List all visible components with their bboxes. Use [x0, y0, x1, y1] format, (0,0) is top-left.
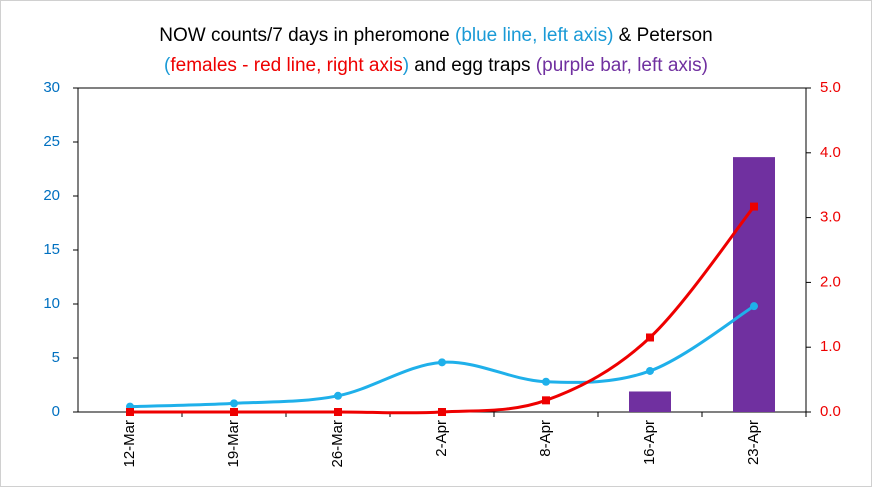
title-part: NOW counts/7 days in pheromone	[159, 25, 455, 46]
title-part: & Peterson	[613, 25, 712, 46]
x-tick-label: 2-Apr	[433, 420, 450, 457]
x-tick-label: 19-Mar	[225, 420, 242, 468]
title-part: females - red line, right axis	[170, 55, 402, 76]
y2-tick-label: 0.0	[820, 403, 841, 420]
y-tick-label: 15	[43, 241, 60, 258]
marker	[230, 399, 238, 408]
x-tick-label: 12-Mar	[121, 420, 138, 468]
marker	[126, 408, 134, 416]
y-tick-label: 10	[43, 295, 60, 312]
bar	[733, 157, 775, 412]
marker	[334, 408, 342, 416]
marker	[750, 302, 758, 311]
y-tick-label: 30	[43, 79, 60, 96]
title-part: )	[403, 55, 409, 76]
y-tick-label: 5	[52, 349, 60, 366]
marker	[646, 333, 654, 342]
y2-tick-label: 1.0	[820, 338, 841, 355]
marker	[646, 366, 654, 375]
marker	[230, 408, 238, 416]
y-tick-label: 0	[52, 403, 60, 420]
marker	[750, 202, 758, 211]
y-tick-label: 25	[43, 133, 60, 150]
chart-title: (females - red line, right axis) and egg…	[164, 55, 708, 76]
chart-title: NOW counts/7 days in pheromone (blue lin…	[159, 25, 712, 46]
marker	[438, 358, 446, 367]
title-part: (purple bar, left axis)	[536, 55, 708, 76]
title-part: (	[164, 55, 171, 76]
y2-tick-label: 3.0	[820, 209, 841, 226]
y2-tick-label: 2.0	[820, 273, 841, 290]
x-tick-label: 23-Apr	[745, 420, 762, 465]
marker	[542, 377, 550, 386]
x-tick-label: 8-Apr	[537, 420, 554, 457]
bar	[629, 391, 671, 412]
title-part: (blue line, left axis)	[455, 25, 613, 46]
title-part: and egg traps	[409, 55, 536, 76]
marker	[438, 408, 446, 416]
marker	[542, 396, 550, 405]
x-tick-label: 16-Apr	[641, 420, 658, 465]
y2-tick-label: 4.0	[820, 144, 841, 161]
y2-tick-label: 5.0	[820, 79, 841, 96]
x-tick-label: 26-Mar	[329, 420, 346, 468]
marker	[334, 391, 342, 400]
y-tick-label: 20	[43, 187, 60, 204]
